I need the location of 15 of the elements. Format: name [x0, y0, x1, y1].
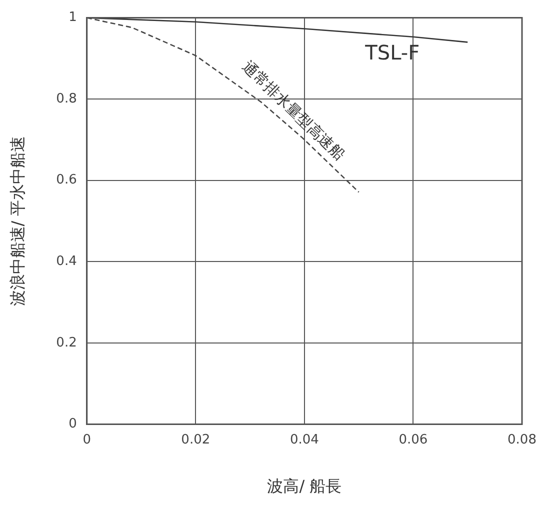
- x-axis-title: 波高/ 船長: [267, 476, 342, 496]
- y-tick-label: 0.4: [56, 254, 77, 270]
- x-tick-label: 0.06: [398, 432, 428, 448]
- y-axis-title: 波浪中船速/ 平水中船速: [8, 136, 27, 306]
- x-tick-label: 0: [82, 432, 92, 448]
- x-tick-label: 0.08: [508, 432, 536, 448]
- x-tick-label: 0.04: [290, 432, 319, 448]
- text: 通常排水量型高速船: [238, 57, 349, 164]
- line-series: [86, 18, 360, 193]
- y-tick-label: 0.6: [56, 172, 77, 188]
- y-tick-label: 0: [68, 416, 77, 432]
- y-tick-label: 0.8: [56, 91, 77, 106]
- y-tick-label: 0.2: [56, 335, 77, 350]
- x-tick-label: 0.02: [181, 432, 210, 448]
- y-tick-label: 1: [68, 10, 77, 26]
